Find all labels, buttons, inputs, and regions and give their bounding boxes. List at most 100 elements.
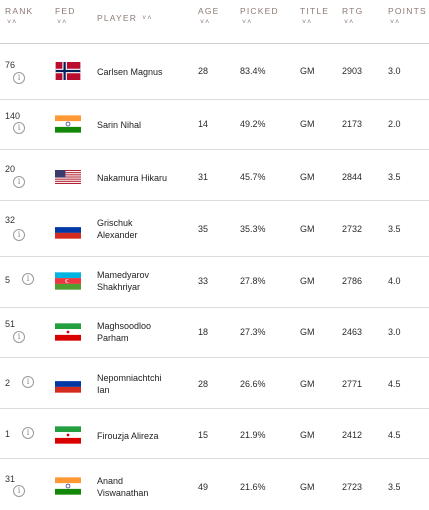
title-value: GM: [300, 430, 315, 440]
rank-sort-icon[interactable]: ˅˄: [7, 19, 18, 26]
table-row[interactable]: 20 i Nakamura Hikaru 31 45.7% GM 2844 3.…: [0, 150, 429, 201]
player-name-line1: Sarin Nihal: [97, 120, 142, 130]
player-name-line2: Shakhriyar: [97, 282, 141, 292]
india-flag-icon: [55, 115, 81, 133]
title-sort-icon[interactable]: ˅˄: [302, 19, 313, 26]
table-row[interactable]: 1 i Firouzja Alireza 15 21.9% GM 2412 4.…: [0, 409, 429, 459]
india-flag-icon: [55, 477, 81, 495]
age-value: 15: [198, 430, 209, 440]
info-icon[interactable]: i: [22, 427, 34, 439]
player-name: Firouzja Alireza: [97, 430, 159, 442]
table-row[interactable]: 2 i Nepomniachtchi Ian 28 26.6% GM 2771 …: [0, 358, 429, 409]
table-row[interactable]: 32 i Grischuk Alexander 35 35.3% GM 2732…: [0, 201, 429, 257]
picked-value: 49.2%: [240, 119, 266, 129]
player-name-line1: Mamedyarov: [97, 270, 150, 280]
fed-header[interactable]: FED: [55, 6, 76, 16]
rtg-value: 2732: [342, 224, 363, 234]
player-name: Nepomniachtchi Ian: [97, 372, 162, 396]
rank-value: 1: [5, 429, 11, 439]
player-name: Sarin Nihal: [97, 119, 141, 131]
title-value: GM: [300, 482, 315, 492]
rank-value: 32: [5, 215, 16, 225]
age-value: 18: [198, 327, 209, 337]
info-icon[interactable]: i: [13, 331, 25, 343]
info-icon[interactable]: i: [22, 273, 34, 285]
rank-value: 76: [5, 60, 16, 70]
russia-flag-icon: [55, 375, 81, 393]
picked-value: 27.8%: [240, 276, 266, 286]
age-value: 28: [198, 66, 209, 76]
title-value: GM: [300, 172, 315, 182]
russia-flag-icon: [55, 221, 81, 239]
title-value: GM: [300, 276, 315, 286]
table-row[interactable]: 51 i Maghsoodloo Parham 18 27.3% GM 2463…: [0, 308, 429, 358]
title-value: GM: [300, 119, 315, 129]
player-name-line2: Parham: [97, 333, 129, 343]
table-row[interactable]: 76 i Carlsen Magnus 28 83.4% GM 2903 3.0: [0, 44, 429, 100]
rtg-value: 2173: [342, 119, 363, 129]
rtg-sort-icon[interactable]: ˅˄: [344, 19, 355, 26]
player-name: Anand Viswanathan: [97, 475, 148, 499]
rank-header[interactable]: RANK: [5, 6, 34, 16]
title-header[interactable]: TITLE: [300, 6, 330, 16]
usa-flag-icon: [55, 170, 81, 184]
player-name: Maghsoodloo Parham: [97, 320, 151, 344]
info-icon[interactable]: i: [13, 72, 25, 84]
rank-value: 31: [5, 474, 16, 484]
age-sort-icon[interactable]: ˅˄: [200, 19, 211, 26]
rtg-value: 2786: [342, 276, 363, 286]
table-header: RANK ˅˄ FED ˅˄ PLAYER ˅˄ AGE ˅˄ PICKED ˅˄…: [0, 0, 429, 44]
player-header-label[interactable]: PLAYER: [97, 13, 138, 23]
table-row[interactable]: 140 i Sarin Nihal 14 49.2% GM 2173 2.0: [0, 100, 429, 150]
age-value: 35: [198, 224, 209, 234]
title-value: GM: [300, 224, 315, 234]
player-name-line1: Nepomniachtchi: [97, 373, 162, 383]
info-icon[interactable]: i: [13, 176, 25, 188]
age-value: 49: [198, 482, 209, 492]
rtg-value: 2463: [342, 327, 363, 337]
age-value: 28: [198, 379, 209, 389]
rank-value: 5: [5, 275, 11, 285]
rtg-value: 2844: [342, 172, 363, 182]
title-value: GM: [300, 66, 315, 76]
points-value: 4.0: [388, 276, 401, 286]
info-icon[interactable]: i: [13, 229, 25, 241]
rtg-value: 2903: [342, 66, 363, 76]
points-value: 4.5: [388, 379, 401, 389]
rtg-value: 2771: [342, 379, 363, 389]
player-name-line1: Firouzja Alireza: [97, 431, 159, 441]
player-name: Mamedyarov Shakhriyar: [97, 269, 149, 293]
title-value: GM: [300, 379, 315, 389]
norway-flag-icon: [55, 62, 81, 80]
player-sort-icon[interactable]: ˅˄: [142, 15, 153, 22]
points-value: 2.0: [388, 119, 401, 129]
age-value: 14: [198, 119, 209, 129]
rank-value: 20: [5, 164, 16, 174]
player-header[interactable]: PLAYER ˅˄: [97, 13, 153, 23]
points-value: 4.5: [388, 430, 401, 440]
info-icon[interactable]: i: [22, 376, 34, 388]
table-row[interactable]: 5 i Mamedyarov Shakhriyar 33 27.8% GM 27…: [0, 257, 429, 308]
player-name: Carlsen Magnus: [97, 66, 163, 78]
picked-header[interactable]: PICKED: [240, 6, 279, 16]
player-name: Grischuk Alexander: [97, 217, 138, 241]
picked-value: 45.7%: [240, 172, 266, 182]
age-header[interactable]: AGE: [198, 6, 220, 16]
info-icon[interactable]: i: [13, 485, 25, 497]
age-value: 31: [198, 172, 209, 182]
player-name-line1: Anand: [97, 476, 124, 486]
player-name-line1: Maghsoodloo: [97, 321, 152, 331]
info-icon[interactable]: i: [13, 122, 25, 134]
points-value: 3.0: [388, 66, 401, 76]
fed-sort-icon[interactable]: ˅˄: [57, 19, 68, 26]
points-value: 3.5: [388, 482, 401, 492]
points-value: 3.0: [388, 327, 401, 337]
picked-value: 26.6%: [240, 379, 266, 389]
picked-sort-icon[interactable]: ˅˄: [242, 19, 253, 26]
points-header[interactable]: POINTS: [388, 6, 427, 16]
iran-flag-icon: [55, 323, 81, 341]
rtg-header[interactable]: RTG: [342, 6, 364, 16]
points-sort-icon[interactable]: ˅˄: [390, 19, 401, 26]
points-value: 3.5: [388, 224, 401, 234]
table-row[interactable]: 31 i Anand Viswanathan 49 21.6% GM 2723 …: [0, 459, 429, 510]
